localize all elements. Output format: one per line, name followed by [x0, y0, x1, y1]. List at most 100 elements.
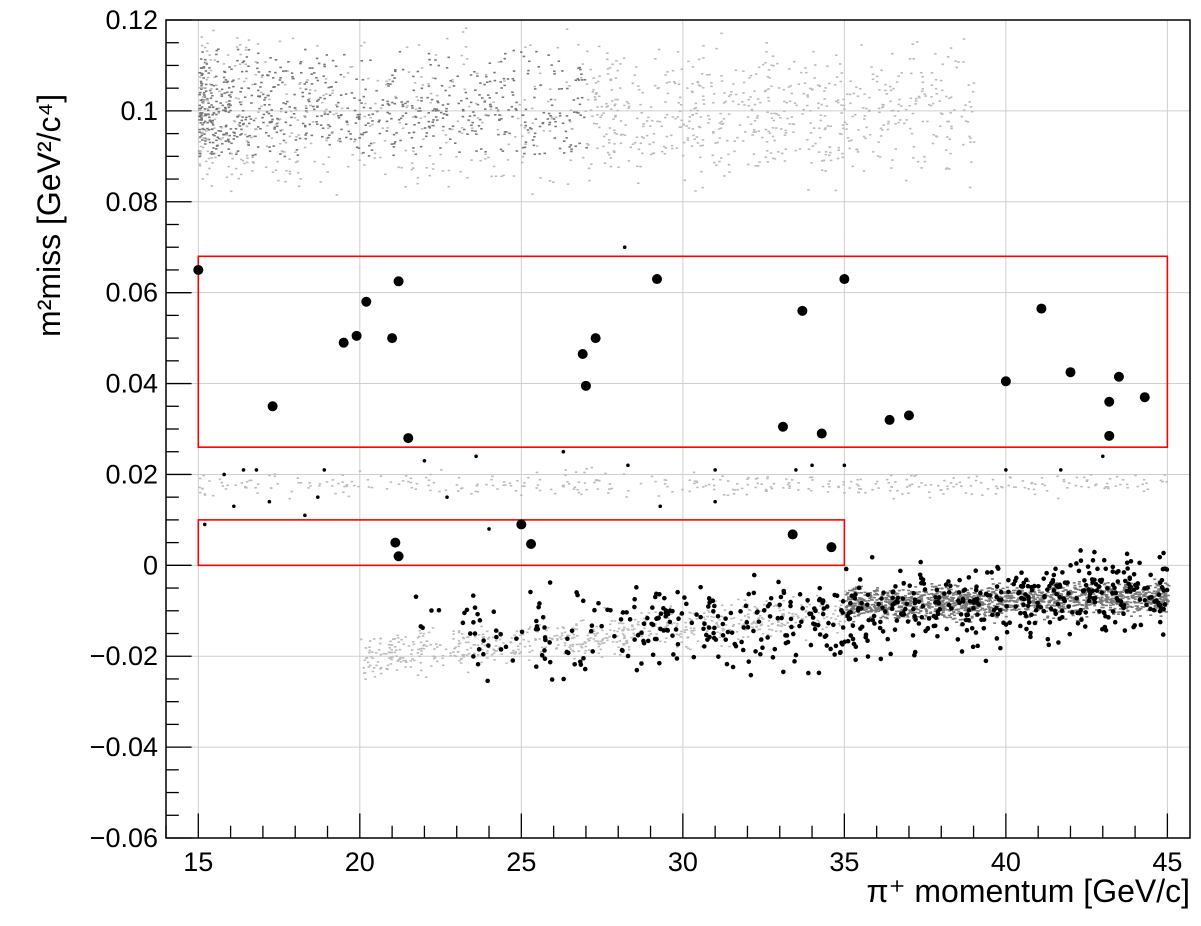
background-dot	[1076, 588, 1080, 591]
background-dot	[628, 648, 631, 651]
background-dot	[578, 142, 581, 145]
background-dot	[789, 84, 792, 87]
background-dot	[402, 643, 406, 645]
background-dot	[237, 78, 240, 80]
background-dot	[957, 61, 960, 63]
background-dot	[846, 591, 850, 594]
background-dot	[404, 123, 408, 125]
background-event	[539, 653, 545, 658]
background-event	[848, 600, 853, 606]
background-dot	[205, 50, 209, 52]
background-dot	[469, 101, 473, 104]
background-dot	[474, 89, 477, 91]
background-dot	[202, 91, 206, 94]
background-dot	[224, 488, 228, 490]
background-dot	[337, 482, 340, 485]
background-dot	[1113, 601, 1117, 604]
background-dot	[871, 151, 875, 153]
background-dot	[619, 134, 623, 136]
background-dot	[918, 96, 921, 99]
background-event	[744, 620, 750, 625]
background-event	[911, 606, 916, 612]
background-dot	[461, 108, 465, 111]
background-dot	[764, 62, 767, 64]
background-dot	[686, 647, 690, 650]
background-dot	[268, 474, 271, 477]
background-event	[1046, 642, 1052, 648]
background-event	[754, 610, 760, 615]
background-dot	[399, 139, 402, 142]
background-dot	[412, 150, 415, 153]
background-dot	[1085, 607, 1089, 610]
background-dot	[706, 615, 709, 618]
background-dot	[907, 593, 911, 595]
background-dot	[947, 56, 950, 58]
background-event	[994, 584, 1000, 589]
background-dot	[639, 103, 642, 106]
background-dot	[939, 125, 942, 128]
background-dot	[425, 167, 428, 169]
background-dot	[395, 132, 398, 134]
background-dot	[925, 603, 929, 605]
background-dot	[555, 647, 559, 649]
background-dot	[421, 647, 424, 650]
background-dot	[464, 27, 468, 30]
background-dot	[414, 108, 418, 111]
background-event	[866, 617, 872, 623]
background-dot	[921, 602, 925, 605]
background-dot	[875, 592, 879, 595]
background-dot	[340, 114, 343, 116]
background-dot	[853, 113, 857, 116]
background-event	[711, 608, 716, 614]
background-dot	[577, 650, 580, 652]
background-dot	[375, 652, 378, 654]
background-dot	[1071, 596, 1075, 599]
background-event	[1062, 598, 1068, 604]
background-dot	[470, 124, 473, 127]
background-dot	[741, 636, 745, 639]
background-dot	[497, 61, 500, 63]
background-dot	[1059, 602, 1063, 604]
background-event	[476, 647, 482, 652]
background-dot	[583, 116, 586, 119]
background-dot	[979, 609, 983, 611]
background-dot	[700, 170, 703, 173]
background-dot	[203, 120, 207, 123]
background-dot	[1052, 594, 1056, 596]
background-dot	[202, 93, 205, 95]
background-dot	[881, 106, 885, 108]
background-dot	[783, 134, 787, 136]
background-dot	[1019, 593, 1023, 595]
background-dot	[1033, 606, 1037, 609]
background-dot	[726, 139, 729, 142]
background-dot	[462, 128, 466, 131]
background-dot	[1111, 603, 1115, 606]
background-event	[880, 605, 885, 610]
background-dot	[224, 109, 227, 112]
background-dot	[225, 134, 228, 136]
background-dot	[215, 107, 219, 110]
background-dot	[666, 624, 670, 626]
background-event	[1021, 602, 1026, 608]
background-dot	[726, 480, 730, 482]
background-dot	[609, 108, 613, 110]
background-dot	[821, 628, 824, 630]
background-dot	[254, 135, 257, 138]
background-dot	[462, 636, 465, 639]
background-dot	[389, 644, 393, 646]
background-dot	[244, 49, 248, 51]
background-dot	[1040, 596, 1044, 599]
background-dot	[452, 630, 455, 632]
background-event	[670, 608, 675, 614]
background-dot	[665, 622, 669, 624]
background-dot	[400, 638, 403, 641]
background-dot	[234, 484, 237, 487]
background-dot	[1145, 596, 1149, 598]
background-dot	[712, 93, 716, 95]
background-dot	[843, 121, 847, 124]
background-dot	[1030, 593, 1034, 596]
background-event	[723, 637, 729, 642]
background-dot	[553, 492, 557, 495]
background-dot	[272, 145, 276, 147]
background-dot	[563, 631, 567, 634]
